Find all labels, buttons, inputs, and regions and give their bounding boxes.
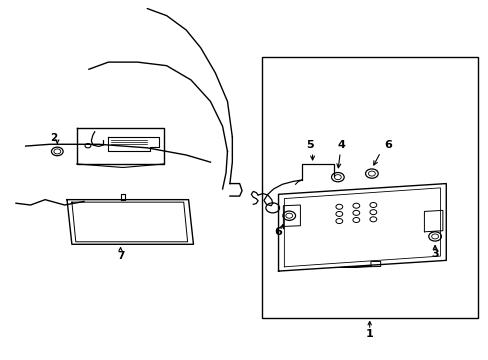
Text: 1: 1 xyxy=(365,329,373,339)
Bar xyxy=(261,57,477,318)
Text: 6: 6 xyxy=(274,228,282,237)
Text: 2: 2 xyxy=(50,133,58,143)
Text: 7: 7 xyxy=(117,251,124,261)
Text: 3: 3 xyxy=(430,249,438,259)
Text: 6: 6 xyxy=(383,140,391,150)
Text: 4: 4 xyxy=(337,140,345,150)
Text: 5: 5 xyxy=(305,140,313,150)
